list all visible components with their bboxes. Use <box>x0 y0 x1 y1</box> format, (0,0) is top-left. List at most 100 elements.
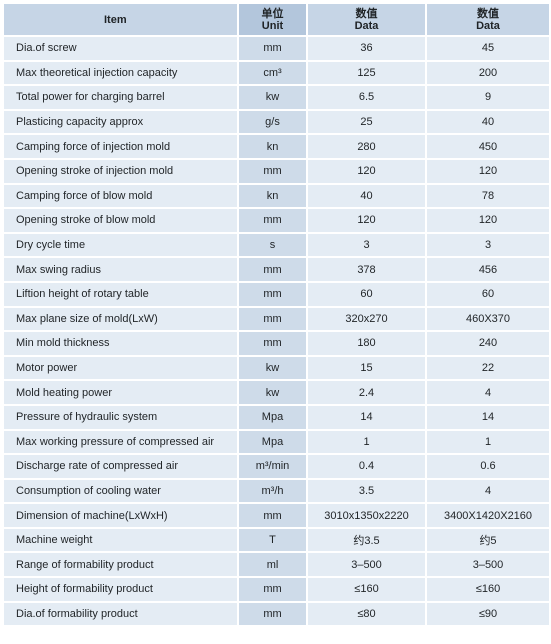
table-row: Range of formability product ml 3–500 3–… <box>4 553 549 577</box>
row-data-2: 22 <box>427 356 549 380</box>
spec-table-body: Dia.of screw mm 36 45 Max theoretical in… <box>4 37 549 626</box>
row-data-1: 3–500 <box>308 553 425 577</box>
table-row: Height of formability product mm ≤160 ≤1… <box>4 578 549 601</box>
table-row: Max working pressure of compressed air M… <box>4 430 549 454</box>
row-item: Range of formability product <box>4 553 237 577</box>
row-data-1: 320x270 <box>308 307 425 331</box>
table-row: Discharge rate of compressed air m³/min … <box>4 455 549 478</box>
row-item: Pressure of hydraulic system <box>4 405 237 429</box>
table-row: Mold heating power kw 2.4 4 <box>4 381 549 404</box>
row-unit: g/s <box>239 110 306 134</box>
row-data-2: 450 <box>427 135 549 158</box>
row-data-2: 45 <box>427 37 549 60</box>
row-data-2: 14 <box>427 405 549 429</box>
row-item: Total power for charging barrel <box>4 86 237 109</box>
row-unit: cm³ <box>239 61 306 85</box>
row-data-2: 40 <box>427 110 549 134</box>
row-item: Mold heating power <box>4 381 237 404</box>
table-row: Machine weight T 约3.5 约5 <box>4 528 549 552</box>
row-unit: m³/min <box>239 455 306 478</box>
row-item: Motor power <box>4 356 237 380</box>
row-unit: kw <box>239 356 306 380</box>
row-item: Dia.of formability product <box>4 602 237 626</box>
row-data-1: 2.4 <box>308 381 425 404</box>
header-row: Item 单位 Unit 数值 Data 数值 Data <box>4 4 549 35</box>
row-unit: mm <box>239 282 306 306</box>
row-item: Camping force of blow mold <box>4 184 237 208</box>
table-row: Camping force of blow mold kn 40 78 <box>4 184 549 208</box>
row-unit: kw <box>239 86 306 109</box>
table-row: Opening stroke of injection mold mm 120 … <box>4 159 549 183</box>
table-row: Consumption of cooling water m³/h 3.5 4 <box>4 479 549 503</box>
row-data-2: 120 <box>427 159 549 183</box>
row-item: Machine weight <box>4 528 237 552</box>
row-unit: T <box>239 528 306 552</box>
row-data-1: 0.4 <box>308 455 425 478</box>
row-data-1: 120 <box>308 209 425 232</box>
row-data-1: 378 <box>308 258 425 281</box>
row-data-2: 3400X1420X2160 <box>427 504 549 527</box>
row-item: Consumption of cooling water <box>4 479 237 503</box>
row-data-2: 240 <box>427 332 549 355</box>
table-row: Dimension of machine(LxWxH) mm 3010x1350… <box>4 504 549 527</box>
row-item: Height of formability product <box>4 578 237 601</box>
table-row: Pressure of hydraulic system Mpa 14 14 <box>4 405 549 429</box>
row-data-1: ≤80 <box>308 602 425 626</box>
table-row: Dry cycle time s 3 3 <box>4 233 549 257</box>
row-data-1: 约3.5 <box>308 528 425 552</box>
row-unit: mm <box>239 307 306 331</box>
table-row: Max theoretical injection capacity cm³ 1… <box>4 61 549 85</box>
row-data-2: 0.6 <box>427 455 549 478</box>
row-unit: m³/h <box>239 479 306 503</box>
header-data-1-cn: 数值 <box>355 7 378 20</box>
header-data-1-en: Data <box>354 19 379 32</box>
header-data-1: 数值 Data <box>308 4 425 35</box>
row-data-2: 4 <box>427 381 549 404</box>
table-row: Opening stroke of blow mold mm 120 120 <box>4 209 549 232</box>
row-data-2: ≤90 <box>427 602 549 626</box>
spec-table: Item 单位 Unit 数值 Data 数值 Data Dia.of scre… <box>2 2 551 627</box>
row-unit: s <box>239 233 306 257</box>
row-data-1: 3010x1350x2220 <box>308 504 425 527</box>
row-data-1: 125 <box>308 61 425 85</box>
row-item: Camping force of injection mold <box>4 135 237 158</box>
header-data-2: 数值 Data <box>427 4 549 35</box>
table-row: Max swing radius mm 378 456 <box>4 258 549 281</box>
row-item: Dry cycle time <box>4 233 237 257</box>
table-row: Plasticing capacity approx g/s 25 40 <box>4 110 549 134</box>
row-data-1: 40 <box>308 184 425 208</box>
row-data-1: 3.5 <box>308 479 425 503</box>
table-row: Max plane size of mold(LxW) mm 320x270 4… <box>4 307 549 331</box>
row-data-2: 3–500 <box>427 553 549 577</box>
row-unit: kw <box>239 381 306 404</box>
row-unit: kn <box>239 184 306 208</box>
table-row: Dia.of screw mm 36 45 <box>4 37 549 60</box>
row-item: Min mold thickness <box>4 332 237 355</box>
row-unit: mm <box>239 258 306 281</box>
row-data-2: 约5 <box>427 528 549 552</box>
row-unit: mm <box>239 37 306 60</box>
row-data-1: 120 <box>308 159 425 183</box>
row-item: Max theoretical injection capacity <box>4 61 237 85</box>
header-unit-cn: 单位 <box>261 7 284 20</box>
row-item: Max working pressure of compressed air <box>4 430 237 454</box>
row-data-1: 280 <box>308 135 425 158</box>
row-data-1: 60 <box>308 282 425 306</box>
row-data-1: 6.5 <box>308 86 425 109</box>
row-unit: mm <box>239 159 306 183</box>
row-data-2: 200 <box>427 61 549 85</box>
table-row: Total power for charging barrel kw 6.5 9 <box>4 86 549 109</box>
row-data-2: 1 <box>427 430 549 454</box>
row-data-2: 120 <box>427 209 549 232</box>
header-unit: 单位 Unit <box>239 4 306 35</box>
header-data-2-en: Data <box>476 19 500 32</box>
row-unit: mm <box>239 602 306 626</box>
row-data-2: 456 <box>427 258 549 281</box>
row-item: Opening stroke of injection mold <box>4 159 237 183</box>
row-unit: ml <box>239 553 306 577</box>
table-row: Liftion height of rotary table mm 60 60 <box>4 282 549 306</box>
row-unit: Mpa <box>239 405 306 429</box>
row-data-2: 60 <box>427 282 549 306</box>
row-unit: mm <box>239 332 306 355</box>
row-data-1: 3 <box>308 233 425 257</box>
